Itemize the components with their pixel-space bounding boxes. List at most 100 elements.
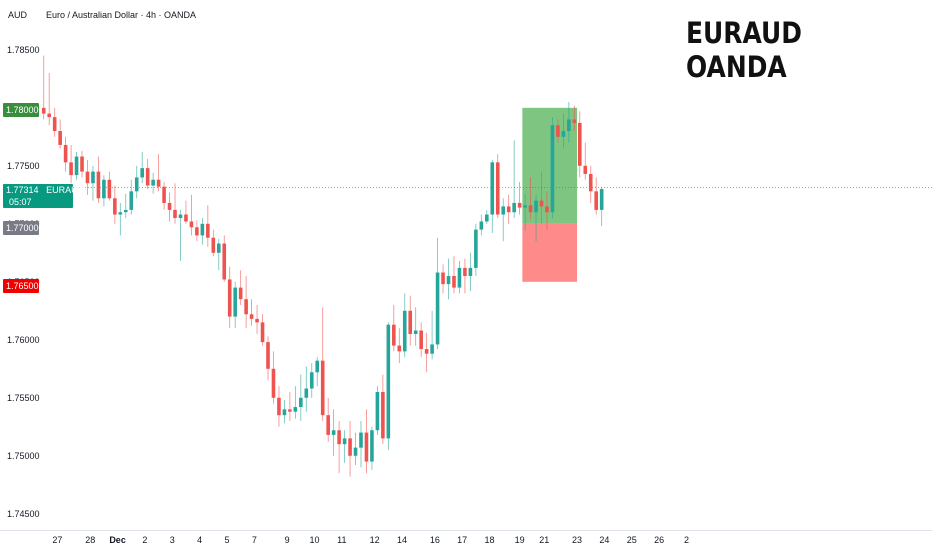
candle-body xyxy=(386,324,391,439)
x-tick-label: 21 xyxy=(539,535,549,545)
target-price-tag: 1.78000 xyxy=(3,103,39,117)
candle-body xyxy=(517,202,522,208)
candle-body xyxy=(506,206,511,213)
candle-body xyxy=(528,205,533,213)
symbol-title[interactable]: Euro / Australian Dollar · 4h · OANDA xyxy=(46,10,197,20)
candle-body xyxy=(474,229,478,268)
candle-body xyxy=(550,125,555,213)
candle-body xyxy=(184,214,188,222)
candle-body xyxy=(277,397,281,416)
entry-price-text: 1.77000 xyxy=(6,223,39,233)
candle-body xyxy=(594,191,599,210)
candle-body xyxy=(441,272,445,285)
candle-body xyxy=(85,171,90,184)
candle-body xyxy=(539,200,544,207)
target-price-text: 1.78000 xyxy=(6,105,39,115)
candle-body xyxy=(189,221,194,228)
current-symbol-text: EURAUD xyxy=(46,185,85,195)
candle-body xyxy=(463,267,467,276)
candle-body xyxy=(134,177,139,192)
candle-body xyxy=(402,310,407,352)
candle-body xyxy=(271,368,276,398)
candle-body xyxy=(288,409,292,412)
candle-body xyxy=(260,322,265,343)
candle-body xyxy=(102,179,106,199)
candle-body xyxy=(375,391,380,431)
candle-body xyxy=(206,223,210,238)
candle-body xyxy=(512,202,516,213)
loss-zone xyxy=(522,223,578,282)
candle-body xyxy=(211,237,216,253)
candle-body xyxy=(41,107,46,114)
candle-body xyxy=(468,267,473,276)
candle-body xyxy=(195,227,199,236)
x-tick-label: 27 xyxy=(52,535,62,545)
candle-body xyxy=(80,156,84,172)
candle-body xyxy=(435,272,440,345)
x-tick-label: 17 xyxy=(457,535,467,545)
current-price-text: 1.77314 xyxy=(6,185,39,195)
candle-body xyxy=(140,168,144,178)
candle-body xyxy=(353,447,358,456)
candle-body xyxy=(113,198,117,215)
candle-body xyxy=(490,162,495,215)
candle-body xyxy=(238,287,243,300)
x-tick-label: 3 xyxy=(170,535,175,545)
candle-body xyxy=(348,438,352,456)
candle-body xyxy=(556,125,560,137)
candle-body xyxy=(118,212,123,215)
x-tick-label: 2 xyxy=(684,535,689,545)
candle-body xyxy=(173,209,177,219)
y-tick-label: 1.77500 xyxy=(7,161,40,171)
candle-body xyxy=(599,189,604,210)
candle-body xyxy=(52,117,57,132)
candle-body xyxy=(47,113,52,118)
x-tick-label: 10 xyxy=(309,535,319,545)
candle-body xyxy=(446,276,451,285)
candle-body xyxy=(63,144,68,163)
candle-body xyxy=(293,407,298,412)
candle-body xyxy=(572,119,577,123)
x-tick-label: 16 xyxy=(430,535,440,545)
candle-body xyxy=(200,223,205,236)
candle-body xyxy=(392,324,396,346)
stop-price-text: 1.76500 xyxy=(6,281,39,291)
candle-body xyxy=(501,206,506,215)
x-tick-label: 14 xyxy=(397,535,407,545)
candle-body xyxy=(413,330,418,334)
y-tick-label: 1.75000 xyxy=(7,451,40,461)
countdown-text: 05:07 xyxy=(9,197,32,207)
candle-body xyxy=(545,206,549,213)
candle-body xyxy=(315,360,320,373)
x-tick-label: 26 xyxy=(654,535,664,545)
x-tick-label: 23 xyxy=(572,535,582,545)
stop-price-tag: 1.76500 xyxy=(3,279,39,293)
candle-body xyxy=(342,438,347,445)
x-tick-label: 9 xyxy=(285,535,290,545)
candle-body xyxy=(162,186,166,203)
candle-body xyxy=(479,221,484,230)
candle-body xyxy=(320,360,325,416)
candle-body xyxy=(588,173,593,192)
x-tick-label: 4 xyxy=(197,535,202,545)
overlay-symbol-text: EURAUD xyxy=(686,16,802,50)
x-tick-label: 11 xyxy=(337,535,346,545)
candle-body xyxy=(495,162,500,215)
candle-body xyxy=(255,318,259,323)
candle-body xyxy=(424,349,429,354)
candle-body xyxy=(282,409,287,416)
candle-body xyxy=(107,179,112,199)
candle-body xyxy=(96,171,101,199)
x-tick-label: 18 xyxy=(485,535,495,545)
candle-body xyxy=(145,168,150,186)
entry-price-tag: 1.77000 xyxy=(3,221,39,235)
candle-body xyxy=(452,276,456,288)
y-tick-label: 1.78500 xyxy=(7,45,40,55)
candle-body xyxy=(178,214,183,219)
candle-body xyxy=(561,131,566,137)
candle-body xyxy=(216,243,221,253)
candle-body xyxy=(299,397,303,408)
candle-body xyxy=(151,179,155,186)
candle-body xyxy=(381,391,385,439)
